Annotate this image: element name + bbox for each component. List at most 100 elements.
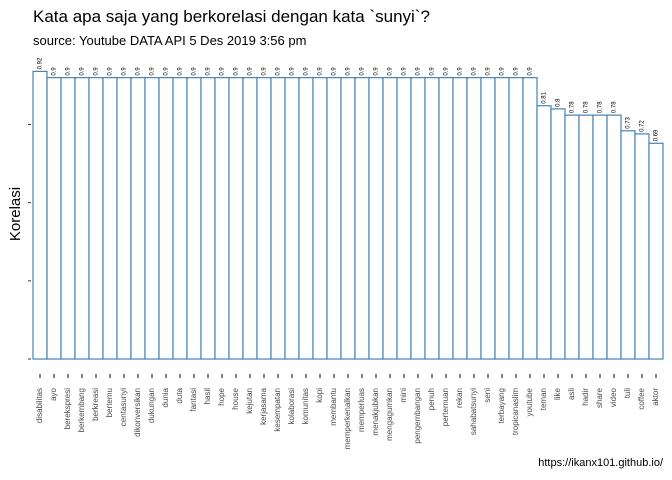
bar — [228, 77, 244, 360]
x-tick-label: pengembangan — [413, 388, 422, 444]
x-tick-label: centasunyi — [119, 388, 128, 426]
value-label: 0.9 — [108, 67, 114, 76]
bar — [480, 77, 496, 360]
bar — [200, 77, 216, 360]
value-label: 0.9 — [374, 67, 380, 76]
x-tick-label: share — [595, 387, 604, 408]
value-label: 0.9 — [486, 67, 492, 76]
value-label: 0.9 — [472, 67, 478, 76]
value-label: 0.9 — [346, 67, 352, 76]
bar — [102, 77, 118, 360]
bar — [536, 105, 552, 360]
value-label: 0.9 — [360, 67, 366, 76]
value-label: 0.9 — [304, 67, 310, 76]
bar — [382, 77, 398, 360]
x-tick-label: kolaborasi — [287, 388, 296, 425]
x-tick-label: seni — [483, 388, 492, 403]
value-label: 0.72 — [640, 120, 646, 132]
bar — [354, 77, 370, 360]
bar — [648, 142, 664, 360]
x-tick-label: mini — [399, 388, 408, 403]
value-label: 0.9 — [94, 67, 100, 76]
x-tick-label: tuli — [623, 388, 632, 398]
value-label: 0.78 — [570, 101, 576, 113]
bar — [144, 77, 160, 360]
bar — [186, 77, 202, 360]
bar — [606, 114, 622, 360]
bar — [550, 108, 566, 360]
x-tick-label: ayo — [49, 387, 58, 400]
value-label: 0.9 — [234, 67, 240, 76]
bar — [130, 77, 146, 360]
bar — [494, 77, 510, 360]
value-label: 0.78 — [598, 101, 604, 113]
bar — [522, 77, 538, 360]
x-tick-label: duta — [175, 387, 184, 403]
value-label: 0.9 — [276, 67, 282, 76]
bar — [620, 130, 636, 360]
value-label: 0.9 — [150, 67, 156, 76]
value-label: 0.9 — [192, 67, 198, 76]
bar — [116, 77, 132, 360]
bar — [592, 114, 608, 360]
value-label: 0.69 — [654, 129, 660, 141]
x-tick-label: memperkenalkan — [343, 388, 352, 449]
value-label: 0.9 — [206, 67, 212, 76]
bar — [74, 77, 90, 360]
x-tick-label: menakjubkan — [371, 388, 380, 436]
bar — [312, 77, 328, 360]
bar — [424, 77, 440, 360]
value-label: 0.73 — [626, 116, 632, 128]
bar — [214, 77, 230, 360]
x-tick-label: memperluas — [357, 388, 366, 432]
chart-title: Kata apa saja yang berkorelasi dengan ka… — [33, 7, 430, 26]
value-label: 0.81 — [542, 91, 548, 103]
x-tick-label: membantu — [329, 388, 338, 426]
bar — [396, 77, 412, 360]
value-label: 0.78 — [584, 101, 590, 113]
bar — [172, 77, 188, 360]
value-label: 0.9 — [458, 67, 464, 76]
value-label: 0.9 — [262, 67, 268, 76]
value-label: 0.9 — [388, 67, 394, 76]
x-tick-label: like — [553, 387, 562, 400]
caption: https://ikanx101.github.io/ — [538, 457, 664, 469]
value-label: 0.92 — [38, 57, 44, 69]
bar — [256, 77, 272, 360]
value-label: 0.9 — [80, 67, 86, 76]
x-tick-label: penuh — [427, 388, 436, 410]
x-tick-label: kerjasama — [259, 387, 268, 424]
value-label: 0.9 — [430, 67, 436, 76]
value-label: 0.9 — [332, 67, 338, 76]
value-label: 0.9 — [178, 67, 184, 76]
value-label: 0.9 — [514, 67, 520, 76]
value-label: 0.9 — [402, 67, 408, 76]
chart-subtitle: source: Youtube DATA API 5 Des 2019 3:56… — [33, 33, 306, 48]
bar — [466, 77, 482, 360]
x-tick-label: disabilitas — [35, 388, 44, 423]
value-label: 0.9 — [122, 67, 128, 76]
value-label: 0.9 — [290, 67, 296, 76]
x-tick-label: terbayang — [497, 388, 506, 424]
bar — [158, 77, 174, 360]
bar — [32, 70, 48, 360]
value-label: 0.9 — [52, 67, 58, 76]
x-tick-label: komunitas — [301, 388, 310, 424]
value-label: 0.8 — [556, 98, 562, 107]
value-label: 0.9 — [444, 67, 450, 76]
x-tick-label: berkreasi — [91, 388, 100, 421]
value-label: 0.9 — [220, 67, 226, 76]
value-label: 0.9 — [66, 67, 72, 76]
bar — [508, 77, 524, 360]
x-tick-label: sahabatsunyi — [469, 388, 478, 435]
x-tick-label: rekan — [455, 388, 464, 408]
bar — [452, 77, 468, 360]
bar — [284, 77, 300, 360]
value-label: 0.9 — [528, 67, 534, 76]
x-tick-label: hasil — [203, 388, 212, 405]
bar — [368, 77, 384, 360]
value-label: 0.9 — [164, 67, 170, 76]
bar — [326, 77, 342, 360]
bar — [298, 77, 314, 360]
